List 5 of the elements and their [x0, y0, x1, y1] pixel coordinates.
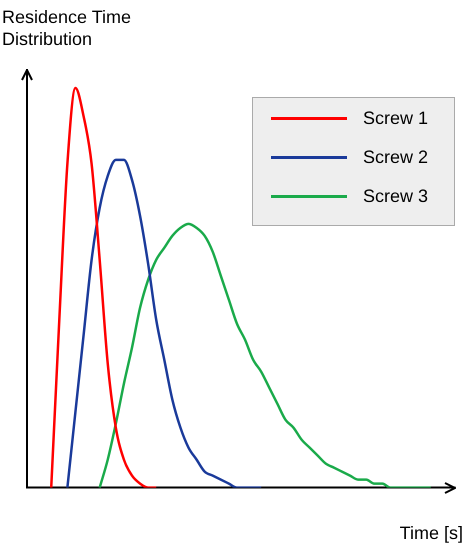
y-axis-title: Residence Time Distribution — [2, 6, 132, 50]
legend-label: Screw 3 — [363, 186, 428, 207]
x-axis-title: Time [s] — [400, 523, 463, 544]
legend-label: Screw 2 — [363, 147, 428, 168]
legend-label: Screw 1 — [363, 108, 428, 129]
